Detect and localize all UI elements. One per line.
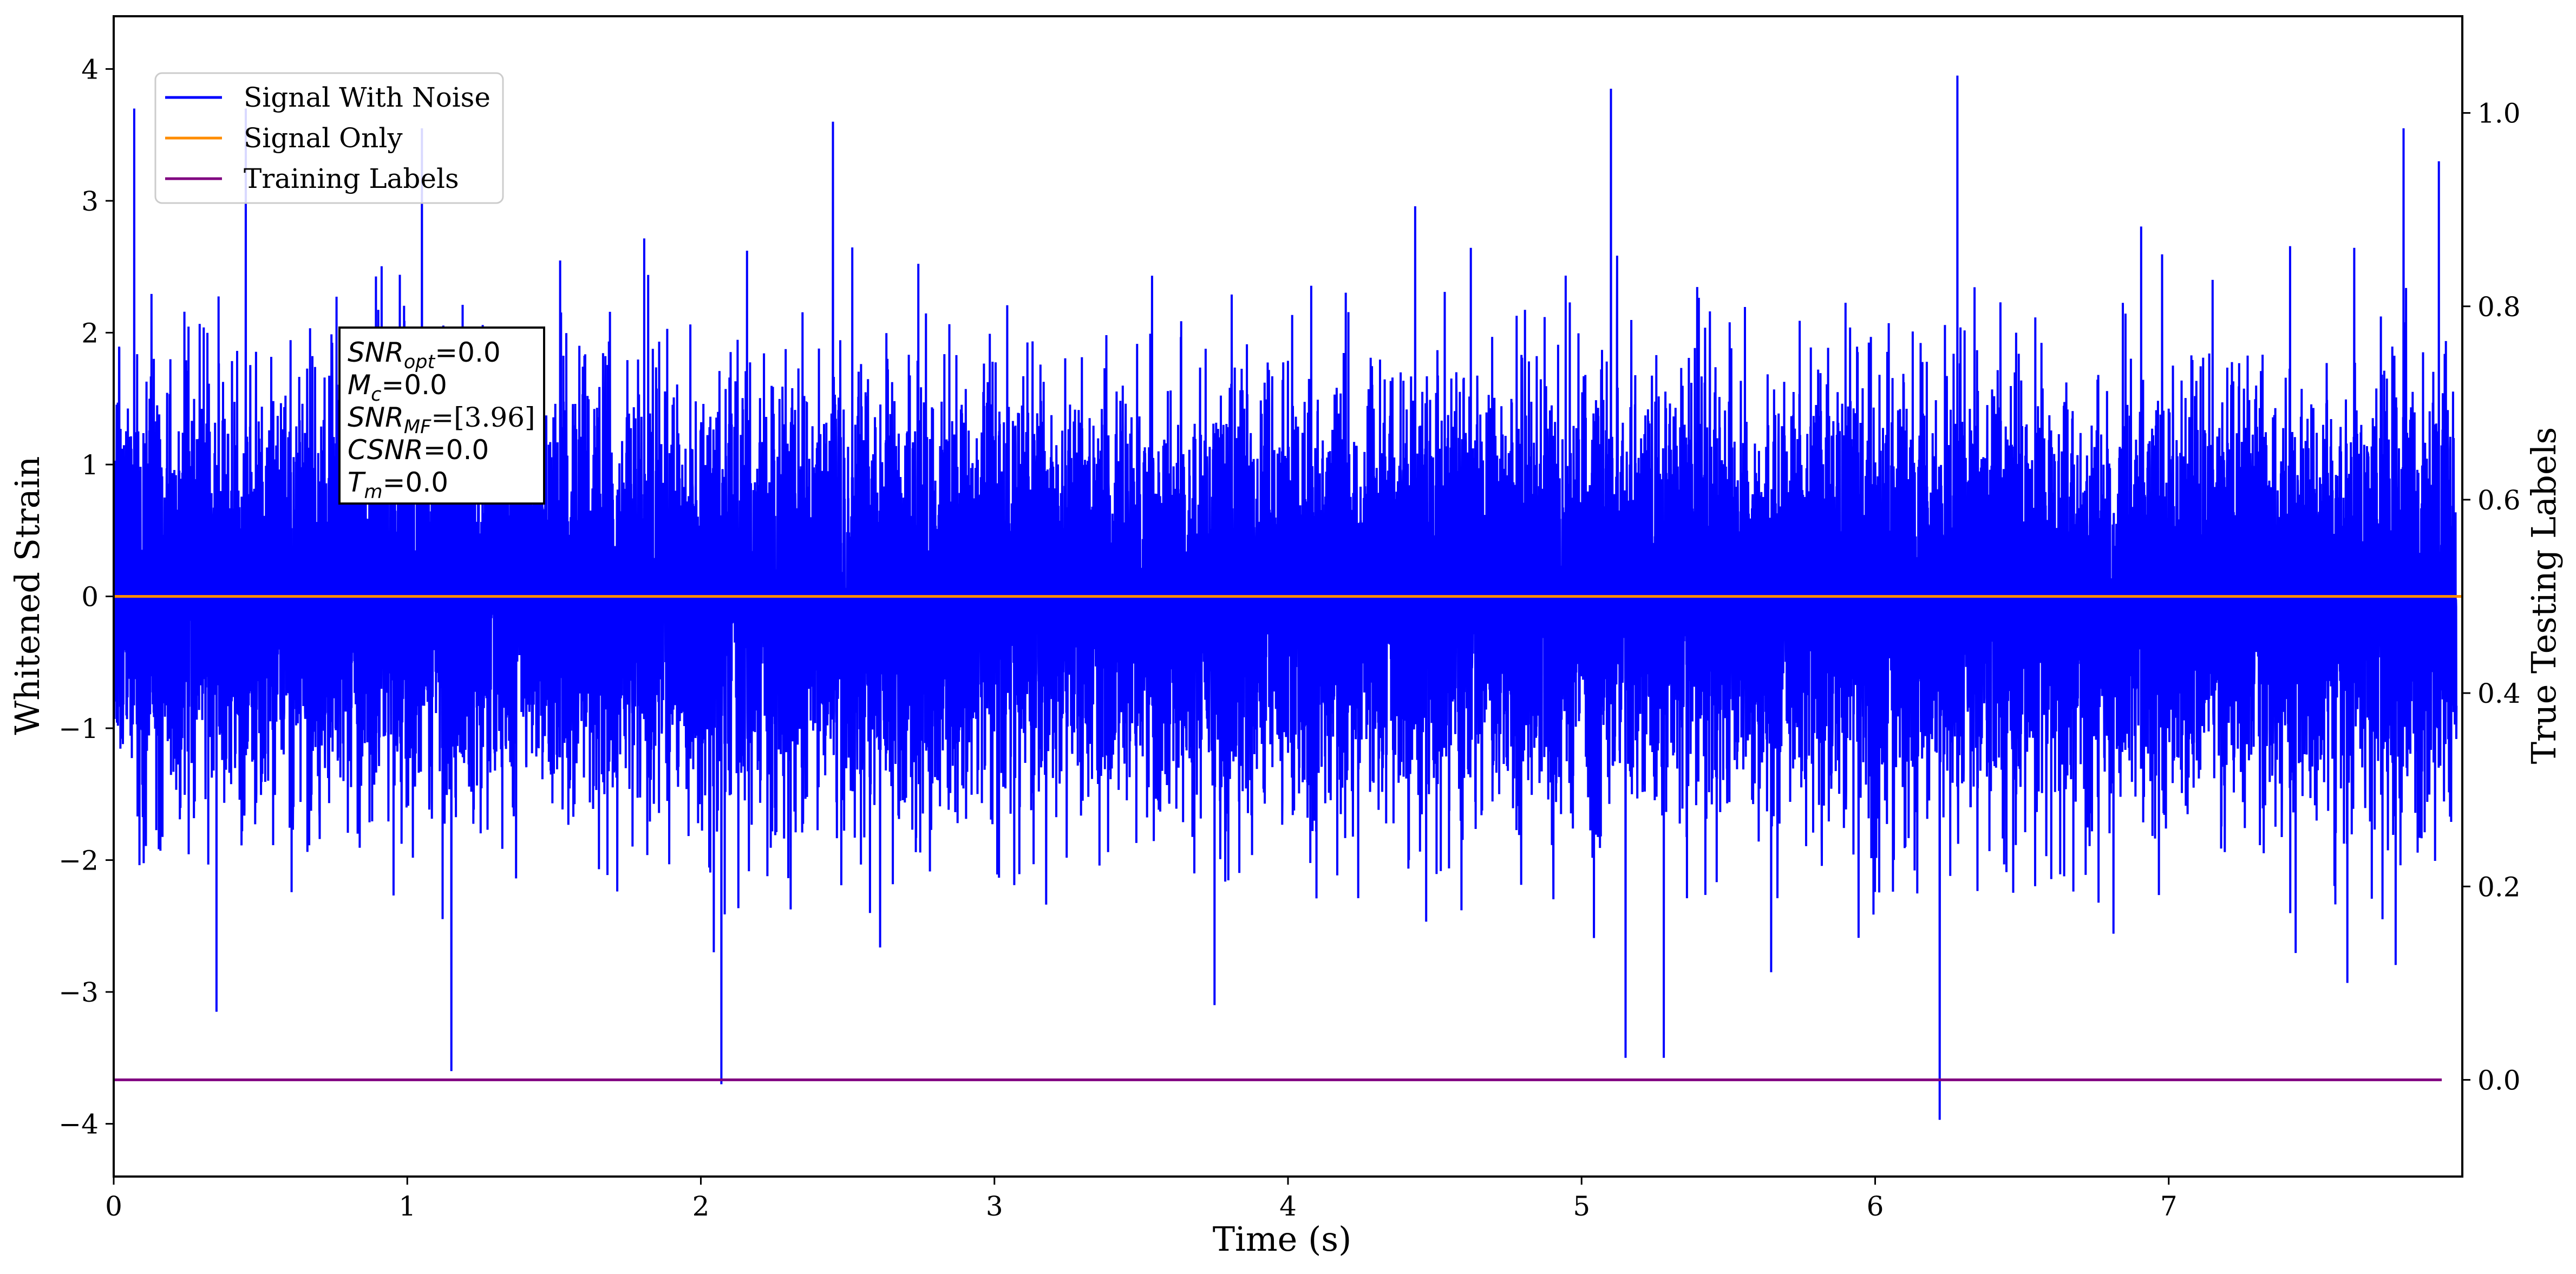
x-tick-label: 2 [692,1191,710,1222]
y-tick-label: 0 [81,582,99,613]
y-tick-label: 3 [81,186,99,217]
x-tick-label: 3 [986,1191,1003,1222]
annotation-line: CSNR=0.0 [348,434,489,466]
legend-label: Training Labels [244,163,459,194]
legend-frame [154,72,504,204]
x-tick-label: 4 [1279,1191,1297,1222]
x-tick-label: 5 [1573,1191,1590,1222]
y2-tick-label: 0.2 [2477,871,2521,903]
y2-axis-label: True Testing Labels [2524,427,2564,765]
annotation-line: Tm=0.0 [348,467,448,503]
annotation-line: Mc=0.0 [348,369,447,406]
y-axis-label: Whitened Strain [8,456,47,735]
y2-tick-label: 1.0 [2477,98,2521,129]
annotation-box: SNRopt=0.0Mc=0.0SNRMF=[3.96]CSNR=0.0Tm=0… [338,326,545,505]
y-tick-label: −1 [58,713,99,744]
x-tick-label: 7 [2160,1191,2178,1222]
x-tick-label: 6 [1867,1191,1884,1222]
y-tick-label: 2 [81,317,99,349]
y2-tick-label: 0.8 [2477,291,2521,323]
annotation-line: SNRMF=[3.96] [348,402,535,438]
y2-tick-label: 0.0 [2477,1064,2521,1096]
x-tick-label: 0 [105,1191,122,1222]
series-signal-with-noise [114,75,2458,1120]
annotation-box-frame [338,326,545,505]
y2-tick-label: 0.4 [2477,678,2521,709]
legend: Signal With Noise Signal Only Training Lab… [154,72,504,204]
legend-label: Signal Only [244,122,403,154]
y-tick-label: −3 [58,977,99,1008]
y-tick-label: 1 [81,449,99,481]
legend-label: Signal With Noise [244,82,491,113]
y2-tick-label: 0.6 [2477,485,2521,516]
plot-area [114,75,2462,1120]
y-tick-label: −4 [58,1109,99,1140]
axes: 0 1 2 3 4 5 6 7 −4 −3 −2 −1 0 1 2 3 4 0.0 0.2 0.4 0.6 0.8 1.0 [58,15,2521,1222]
y-tick-label: −2 [58,845,99,877]
x-axis-label: Time (s) [1213,1219,1352,1259]
annotation-line: SNRopt=0.0 [348,337,501,373]
x-tick-label: 1 [398,1191,416,1222]
y-tick-label: 4 [81,54,99,85]
